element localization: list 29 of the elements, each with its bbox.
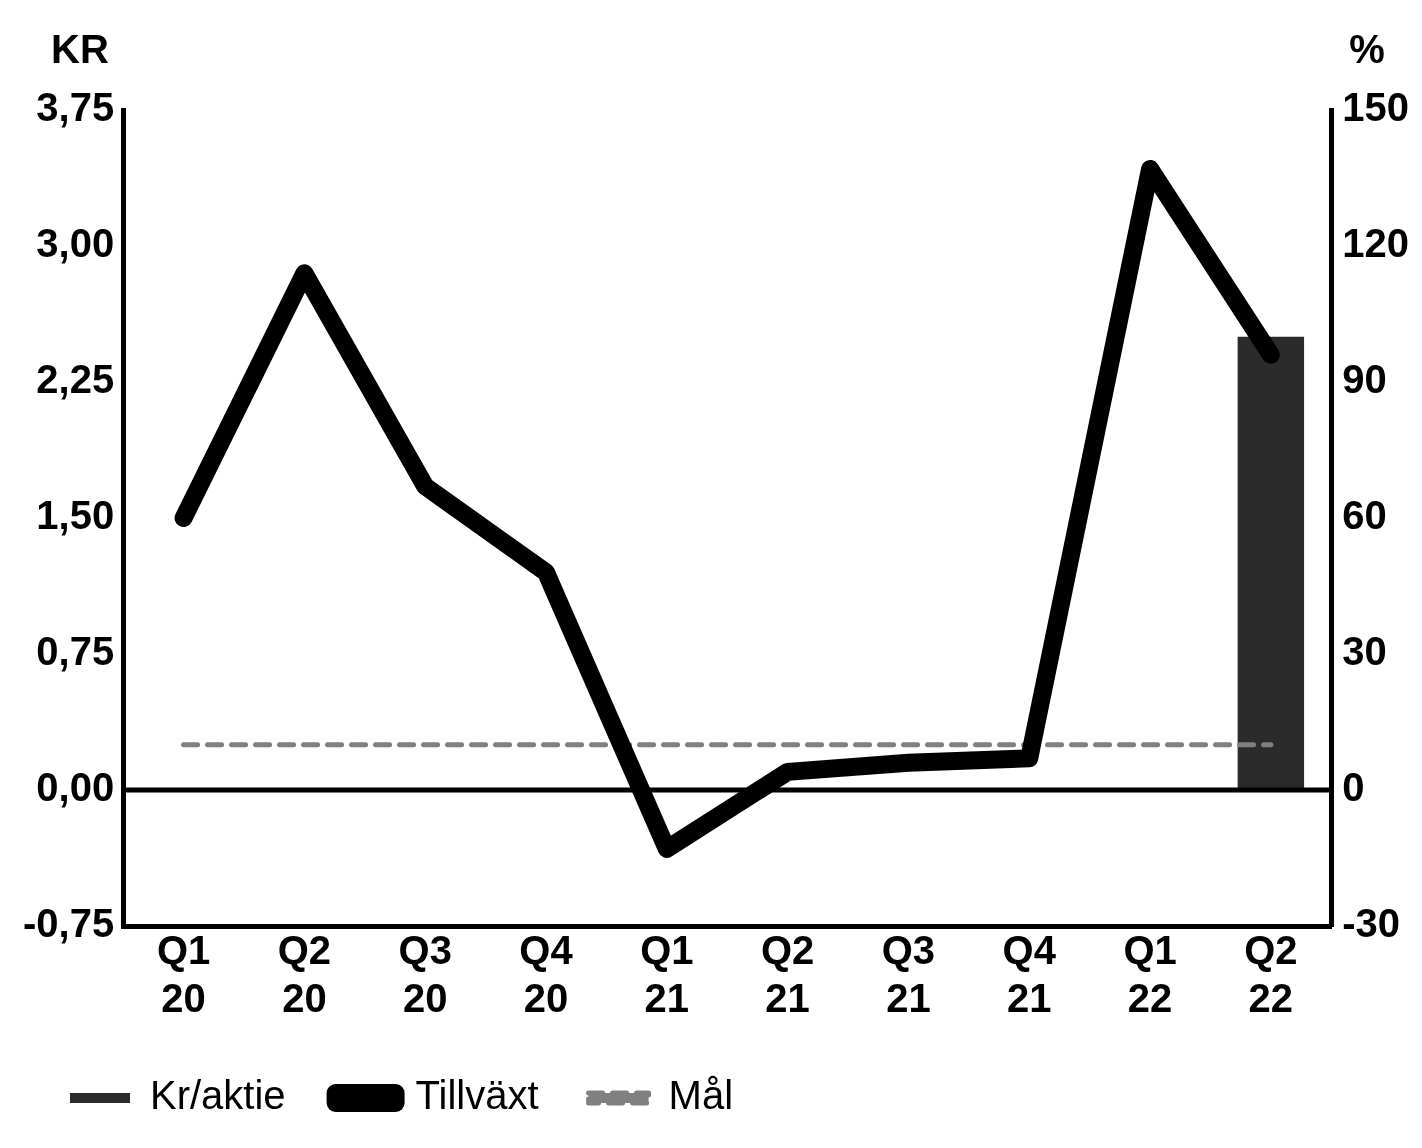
x-tick-label: Q2 21 bbox=[760, 928, 815, 1021]
legend-label: Mål bbox=[668, 1073, 734, 1118]
y2-tick-label: -30 bbox=[1342, 901, 1401, 946]
x-tick-label: Q1 22 bbox=[1123, 928, 1177, 1021]
x-tick-label: Q1 20 bbox=[156, 928, 211, 1021]
y2-tick-label: 90 bbox=[1342, 357, 1387, 402]
x-tick-label: Q3 20 bbox=[398, 928, 452, 1021]
y2-tick-label: 150 bbox=[1342, 85, 1410, 130]
y-tick-label: -0,75 bbox=[23, 901, 115, 946]
y-axis-title: KR bbox=[51, 27, 109, 72]
y-tick-label: 0,00 bbox=[36, 765, 115, 810]
y2-tick-label: 60 bbox=[1342, 493, 1387, 538]
x-tick-label: Q4 21 bbox=[1002, 928, 1057, 1021]
x-tick-label: Q4 20 bbox=[519, 928, 574, 1021]
y-tick-label: 3,00 bbox=[36, 221, 115, 266]
y-tick-label: 3,75 bbox=[36, 85, 115, 130]
y2-tick-label: 0 bbox=[1342, 765, 1365, 810]
y2-tick-label: 30 bbox=[1342, 629, 1387, 674]
x-tick-label: Q2 22 bbox=[1244, 928, 1298, 1021]
y-tick-label: 1,50 bbox=[36, 493, 115, 538]
legend-label: Kr/aktie bbox=[150, 1073, 286, 1118]
y-tick-label: 2,25 bbox=[36, 357, 115, 402]
x-tick-label: Q1 21 bbox=[640, 928, 694, 1021]
x-tick-label: Q3 21 bbox=[881, 928, 936, 1021]
y-tick-label: 0,75 bbox=[36, 629, 115, 674]
y2-tick-label: 120 bbox=[1342, 221, 1410, 266]
legend-label: Tillväxt bbox=[415, 1073, 539, 1118]
y2-axis-title: % bbox=[1349, 27, 1385, 72]
x-tick-label: Q2 20 bbox=[277, 928, 332, 1021]
